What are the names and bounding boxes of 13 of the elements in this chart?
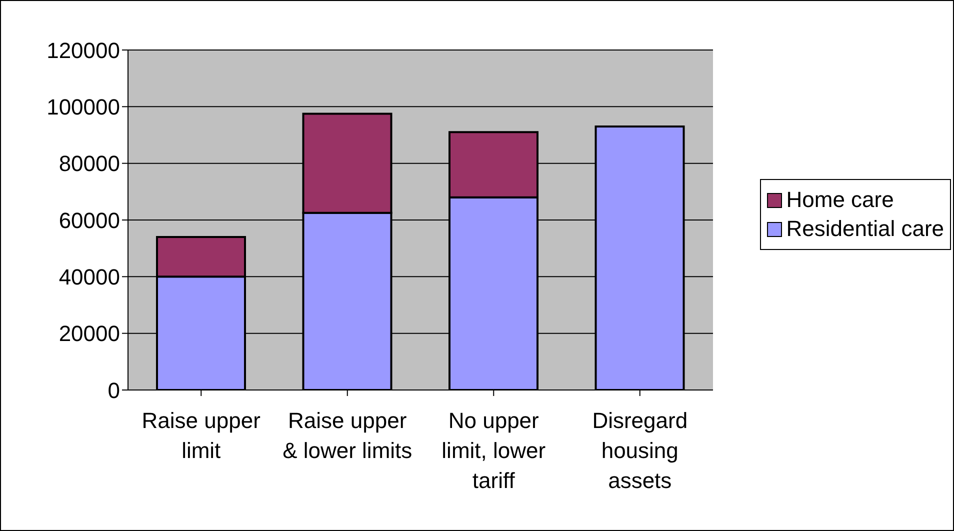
y-tick-label: 80000	[58, 151, 120, 176]
legend-label: Home care	[786, 187, 894, 213]
y-tick-label: 60000	[58, 208, 120, 233]
x-tick-label: Raise upper limit	[142, 408, 260, 463]
x-tick-label: No upper limit, lower tariff	[442, 408, 546, 493]
y-tick-label: 100000	[46, 94, 120, 120]
y-tick-label: 120000	[46, 38, 120, 63]
y-tick-label: 40000	[58, 264, 120, 290]
y-tick-label: 20000	[58, 321, 120, 346]
x-tick-label: Raise upper & lower limits	[282, 408, 412, 463]
y-tick-label: 0	[108, 378, 120, 403]
legend-label: Residential care	[786, 216, 944, 242]
x-tick-label: Disregard housing assets	[592, 408, 688, 493]
